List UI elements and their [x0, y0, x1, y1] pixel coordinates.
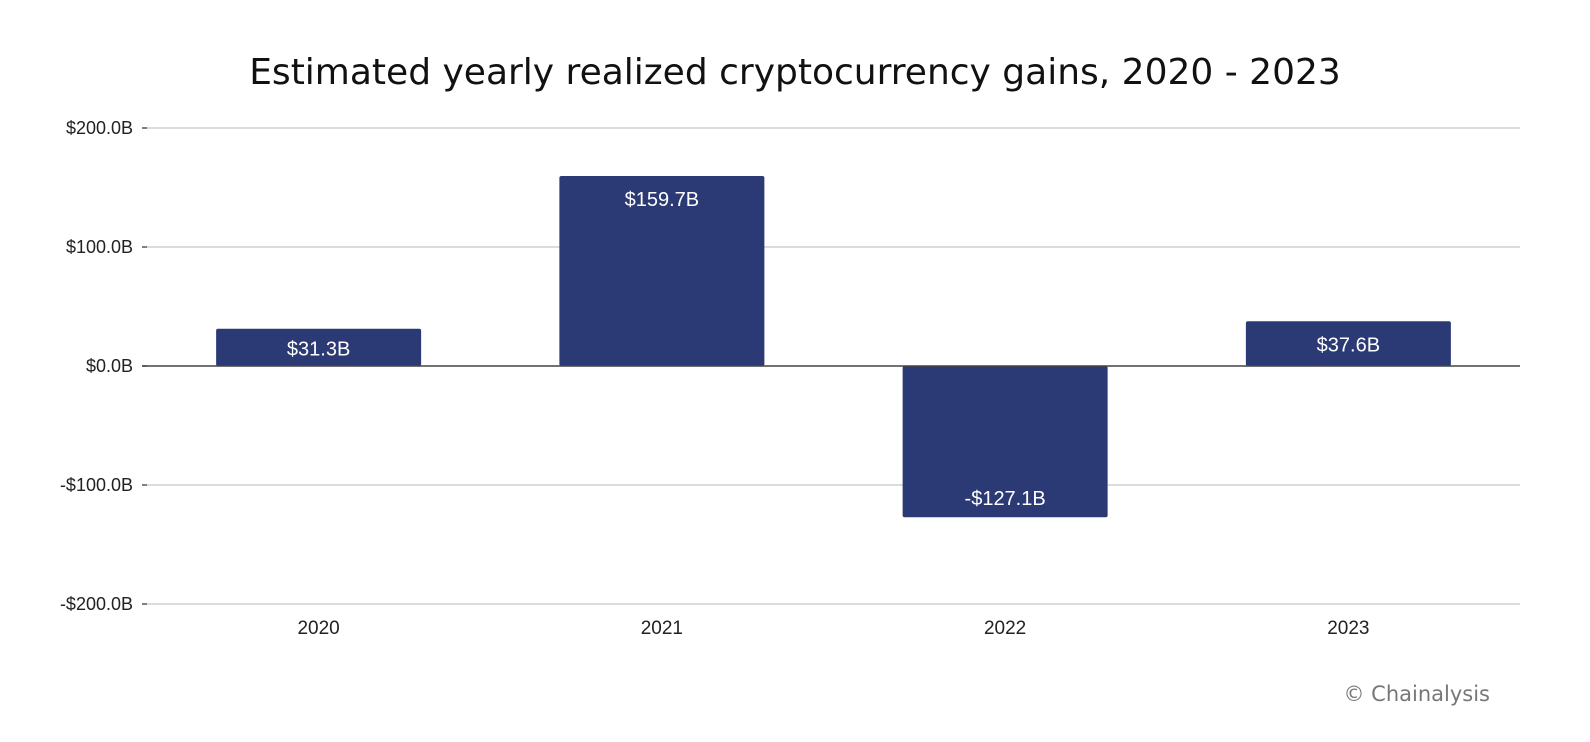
bar: [902, 366, 1108, 518]
data-label: $159.7B: [625, 189, 700, 211]
data-labels: $31.3B $159.7B -$127.1B $37.6B: [287, 189, 1380, 510]
bars: [216, 175, 1451, 518]
x-tick-label: 2020: [297, 618, 339, 639]
bar: [559, 175, 765, 366]
x-axis-ticks: 2020 2021 2022 2023: [297, 618, 1369, 639]
x-tick-label: 2023: [1327, 618, 1369, 639]
y-tick-label: -$200.0B: [60, 594, 133, 614]
bar: [216, 328, 422, 366]
y-tick-label: $200.0B: [66, 118, 133, 138]
data-label: -$127.1B: [965, 488, 1046, 510]
data-label: $31.3B: [287, 338, 350, 360]
bar: [1245, 321, 1451, 366]
chart-title: Estimated yearly realized cryptocurrency…: [249, 52, 1341, 93]
x-tick-label: 2022: [984, 618, 1026, 639]
y-tick-label: -$100.0B: [60, 475, 133, 495]
data-label: $37.6B: [1317, 335, 1380, 357]
y-axis-ticks: $200.0B $100.0B $0.0B -$100.0B -$200.0B: [60, 118, 147, 614]
y-tick-label: $0.0B: [86, 356, 133, 376]
y-tick-label: $100.0B: [66, 237, 133, 257]
gridlines: [147, 127, 1520, 605]
x-tick-label: 2021: [641, 618, 683, 639]
source-credit: © Chainalysis: [1343, 682, 1490, 706]
